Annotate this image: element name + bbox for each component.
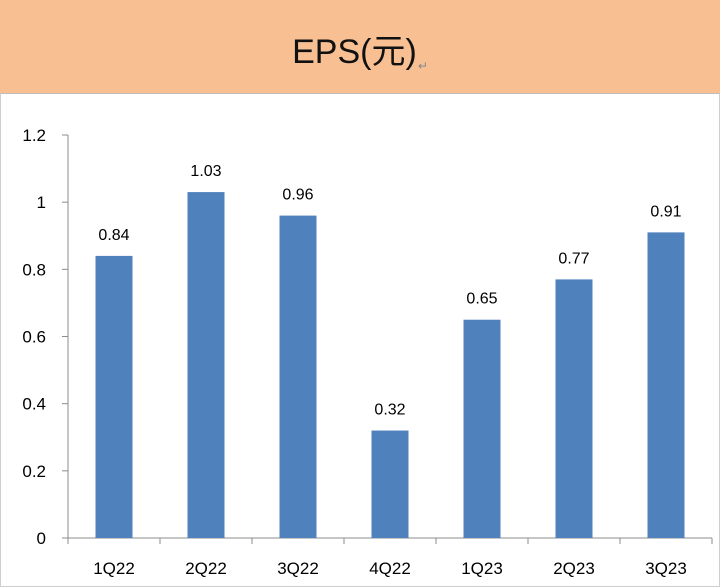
data-label: 0.65	[466, 291, 497, 308]
chart-title-text: EPS(元)	[292, 33, 417, 71]
title-banner: EPS(元)↵	[0, 0, 720, 93]
bar-3q22	[279, 215, 317, 538]
chart-axes: 0 0.2 0.4 0.6 0.8 1 1.2	[22, 126, 713, 548]
bar-2q23	[555, 279, 593, 538]
chart-labels: 0.84 1Q22 1.03 2Q22 0.96 3Q22 0.32 4Q22 0.65 1Q23…	[93, 163, 687, 578]
chart-bars	[95, 192, 685, 538]
y-tick-label: 0.8	[22, 260, 46, 279]
paragraph-return-icon: ↵	[417, 59, 428, 73]
y-tick-label: 1.2	[22, 126, 46, 145]
data-label: 0.77	[558, 250, 589, 267]
x-tick-label: 4Q22	[369, 559, 411, 578]
x-tick-label: 1Q23	[461, 559, 503, 578]
x-tick-label: 1Q22	[93, 559, 135, 578]
data-label: 0.91	[650, 203, 681, 220]
y-tick-label: 0.2	[22, 462, 46, 481]
y-tick-label: 0	[37, 529, 46, 548]
y-tick-label: 1	[37, 193, 46, 212]
y-tick-label: 0.4	[22, 395, 46, 414]
x-tick-label: 3Q22	[277, 559, 319, 578]
x-tick-label: 2Q22	[185, 559, 227, 578]
data-label: 0.96	[282, 187, 313, 204]
data-label: 0.32	[374, 402, 405, 419]
bar-4q22	[371, 430, 409, 538]
bar-1q23	[463, 319, 501, 538]
chart-title: EPS(元)↵	[0, 24, 720, 73]
x-tick-label: 2Q23	[553, 559, 595, 578]
x-tick-label: 3Q23	[645, 559, 687, 578]
bar-3q23	[647, 232, 685, 538]
data-label: 1.03	[190, 163, 221, 180]
bar-1q22	[95, 255, 133, 538]
data-label: 0.84	[98, 227, 129, 244]
bar-2q22	[187, 192, 225, 538]
y-tick-label: 0.6	[22, 328, 46, 347]
